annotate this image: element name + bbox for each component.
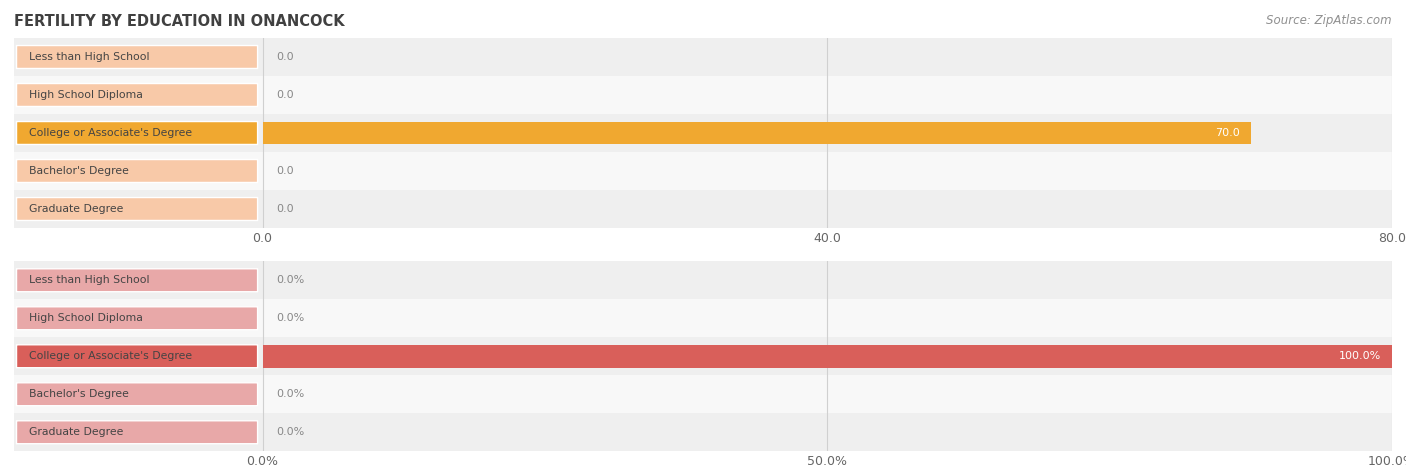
Text: Source: ZipAtlas.com: Source: ZipAtlas.com [1267,14,1392,27]
Text: Graduate Degree: Graduate Degree [28,204,122,214]
Bar [14,375,1392,413]
Text: High School Diploma: High School Diploma [28,90,142,100]
Text: College or Associate's Degree: College or Associate's Degree [28,128,191,138]
FancyBboxPatch shape [17,307,257,330]
Text: 70.0: 70.0 [1215,128,1240,138]
Bar [14,299,1392,337]
Text: Bachelor's Degree: Bachelor's Degree [28,166,128,176]
Bar [14,261,1392,299]
Text: 100.0%: 100.0% [1339,351,1381,361]
Text: Less than High School: Less than High School [28,275,149,285]
Text: 0.0%: 0.0% [276,389,304,399]
Text: Less than High School: Less than High School [28,52,149,62]
Text: 0.0: 0.0 [276,204,294,214]
Bar [14,337,1392,375]
Text: 0.0: 0.0 [276,90,294,100]
FancyBboxPatch shape [17,84,257,106]
FancyBboxPatch shape [17,198,257,220]
Text: Bachelor's Degree: Bachelor's Degree [28,389,128,399]
Text: 0.0%: 0.0% [276,313,304,323]
FancyBboxPatch shape [17,46,257,68]
Bar [14,413,1392,451]
FancyBboxPatch shape [17,345,257,368]
FancyBboxPatch shape [17,122,257,144]
Bar [14,114,1392,152]
Text: 0.0: 0.0 [276,166,294,176]
Bar [14,190,1392,228]
FancyBboxPatch shape [17,160,257,182]
Text: FERTILITY BY EDUCATION IN ONANCOCK: FERTILITY BY EDUCATION IN ONANCOCK [14,14,344,29]
Text: 0.0%: 0.0% [276,427,304,437]
Text: Graduate Degree: Graduate Degree [28,427,122,437]
Bar [14,38,1392,76]
Bar [263,345,1392,368]
FancyBboxPatch shape [17,383,257,406]
Text: 0.0: 0.0 [276,52,294,62]
Text: 0.0%: 0.0% [276,275,304,285]
FancyBboxPatch shape [17,269,257,292]
Bar [14,152,1392,190]
Text: High School Diploma: High School Diploma [28,313,142,323]
Bar [263,122,1251,144]
Text: College or Associate's Degree: College or Associate's Degree [28,351,191,361]
FancyBboxPatch shape [17,421,257,444]
Bar [14,76,1392,114]
